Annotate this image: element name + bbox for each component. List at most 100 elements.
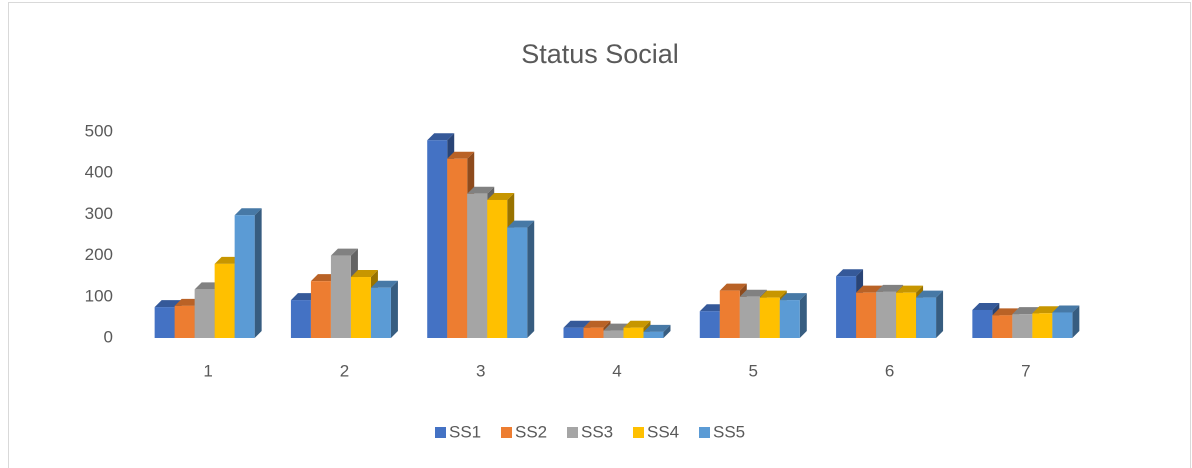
bar-face bbox=[1052, 305, 1080, 313]
bar-face bbox=[487, 192, 515, 200]
bar-face bbox=[896, 292, 917, 338]
bar-face bbox=[992, 315, 1013, 338]
bar-face bbox=[1052, 312, 1073, 338]
y-tick-label: 200 bbox=[85, 245, 113, 264]
bar-face bbox=[527, 220, 535, 338]
bar-face bbox=[330, 248, 358, 256]
bar-face bbox=[447, 158, 468, 338]
bar-face bbox=[310, 281, 331, 338]
bar bbox=[370, 280, 398, 338]
x-tick-label: 1 bbox=[203, 361, 212, 380]
bar-face bbox=[896, 285, 924, 293]
bar-face bbox=[759, 290, 787, 298]
bar-face bbox=[876, 284, 904, 292]
bar-face bbox=[992, 308, 1020, 316]
bar-face bbox=[1032, 306, 1060, 314]
bar-face bbox=[1012, 307, 1040, 315]
bar-face bbox=[936, 290, 944, 338]
bar-face bbox=[467, 193, 488, 338]
bar-face bbox=[583, 327, 604, 338]
legend-swatch bbox=[633, 427, 644, 438]
bar-face bbox=[856, 285, 884, 293]
bar-face bbox=[290, 300, 311, 338]
x-tick-label: 3 bbox=[476, 361, 485, 380]
legend-swatch bbox=[501, 427, 512, 438]
x-tick-label: 6 bbox=[885, 361, 894, 380]
bar-face bbox=[154, 300, 182, 308]
bar-face bbox=[370, 287, 391, 338]
bar-face bbox=[972, 309, 993, 338]
legend-swatch bbox=[567, 427, 578, 438]
bar-face bbox=[972, 302, 1000, 310]
y-tick-label: 300 bbox=[85, 204, 113, 223]
bar-face bbox=[390, 280, 398, 338]
bar-face bbox=[370, 280, 398, 288]
bar-face bbox=[1012, 314, 1033, 338]
bar-face bbox=[836, 276, 857, 338]
bar-face bbox=[1072, 305, 1080, 338]
legend-label: SS3 bbox=[581, 422, 613, 441]
bar-face bbox=[234, 215, 255, 338]
y-tick-label: 0 bbox=[104, 327, 113, 346]
legend-swatch bbox=[699, 427, 710, 438]
bar-face bbox=[719, 283, 747, 291]
x-tick-label: 5 bbox=[749, 361, 758, 380]
bar bbox=[643, 324, 671, 338]
bar-face bbox=[154, 307, 175, 338]
y-tick-label: 500 bbox=[85, 121, 113, 140]
bar-face bbox=[234, 208, 262, 216]
bar-face bbox=[194, 289, 215, 338]
bar-face bbox=[916, 290, 944, 298]
bar-face bbox=[174, 305, 195, 338]
bar-face bbox=[447, 151, 475, 159]
bar-face bbox=[330, 255, 351, 338]
legend-label: SS5 bbox=[713, 422, 745, 441]
chart-title: Status Social bbox=[521, 39, 679, 69]
bar bbox=[234, 208, 262, 338]
legend-label: SS1 bbox=[449, 422, 481, 441]
y-tick-label: 100 bbox=[85, 286, 113, 305]
x-tick-label: 2 bbox=[340, 361, 349, 380]
bar-face bbox=[856, 292, 877, 338]
legend-label: SS4 bbox=[647, 422, 679, 441]
bar-face bbox=[719, 290, 740, 338]
bar bbox=[779, 293, 807, 338]
bar bbox=[1052, 305, 1080, 338]
bar-face bbox=[603, 330, 624, 338]
bar-face bbox=[1032, 313, 1053, 338]
bar-face bbox=[427, 133, 455, 141]
bar-face bbox=[350, 270, 378, 278]
bar-face bbox=[254, 208, 262, 338]
bar-face bbox=[643, 331, 664, 338]
bar-face bbox=[663, 324, 671, 338]
bar-face bbox=[799, 293, 807, 338]
x-tick-label: 4 bbox=[612, 361, 621, 380]
bar-face bbox=[623, 320, 651, 328]
bar-face bbox=[427, 140, 448, 338]
bar-face bbox=[350, 277, 371, 338]
x-tick-label: 7 bbox=[1021, 361, 1030, 380]
bar bbox=[916, 290, 944, 338]
bar-face bbox=[487, 199, 508, 338]
legend-swatch bbox=[435, 427, 446, 438]
bar-face bbox=[759, 297, 780, 338]
bar-face bbox=[563, 327, 584, 338]
bar-face bbox=[583, 320, 611, 328]
bar-face bbox=[739, 296, 760, 338]
legend-label: SS2 bbox=[515, 422, 547, 441]
y-tick-label: 400 bbox=[85, 163, 113, 182]
bar-face bbox=[467, 186, 495, 194]
bar-face bbox=[739, 289, 767, 297]
bar-face bbox=[699, 311, 720, 338]
bar bbox=[507, 220, 535, 338]
bar-face bbox=[779, 300, 800, 338]
bar-face bbox=[507, 220, 535, 228]
chart-border bbox=[8, 2, 1191, 468]
bar-face bbox=[876, 291, 897, 338]
bar-face bbox=[563, 320, 591, 328]
bar-face bbox=[779, 293, 807, 301]
bar-face bbox=[643, 324, 671, 332]
bar-face bbox=[507, 227, 528, 338]
bar-face bbox=[623, 327, 644, 338]
